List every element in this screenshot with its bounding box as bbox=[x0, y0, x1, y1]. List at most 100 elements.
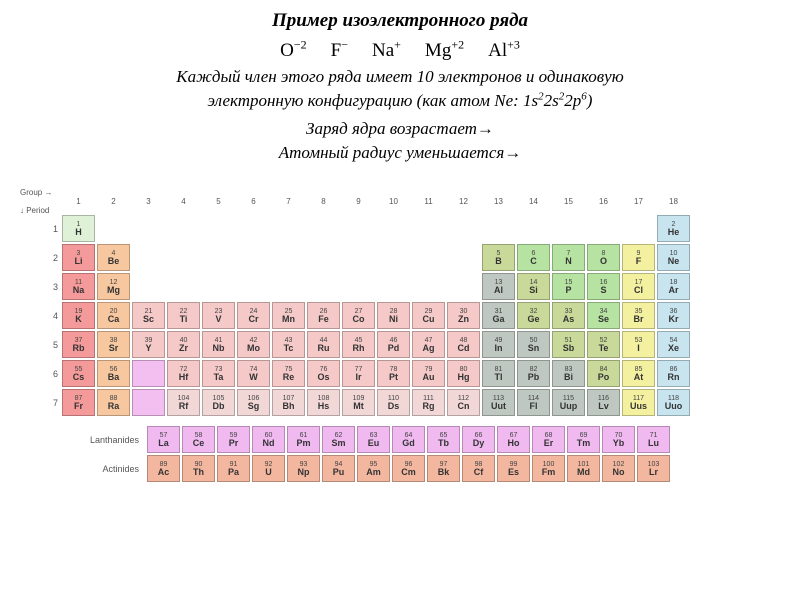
element-cell: 96Cm bbox=[392, 455, 425, 482]
group-number: 2 bbox=[97, 197, 130, 206]
period-number: 5 bbox=[20, 340, 62, 350]
period-row: 787Fr88Ra104Rf105Db106Sg107Bh108Hs109Mt1… bbox=[20, 389, 780, 416]
element-cell: 2He bbox=[657, 215, 690, 242]
period-row: 11H2He bbox=[20, 215, 780, 242]
period-row: 419K20Ca21Sc22Ti23V24Cr25Mn26Fe27Co28Ni2… bbox=[20, 302, 780, 329]
element-cell: 28Ni bbox=[377, 302, 410, 329]
element-cell: 47Ag bbox=[412, 331, 445, 358]
element-cell: 113Uut bbox=[482, 389, 515, 416]
element-cell: 21Sc bbox=[132, 302, 165, 329]
element-cell: 39Y bbox=[132, 331, 165, 358]
group-number: 1 bbox=[62, 197, 95, 206]
element-cell: 37Rb bbox=[62, 331, 95, 358]
element-cell: 87Fr bbox=[62, 389, 95, 416]
group-numbers: 123456789101112131415161718 bbox=[62, 197, 780, 206]
element-cell: 35Br bbox=[622, 302, 655, 329]
element-cell: 86Rn bbox=[657, 360, 690, 387]
element-cell: 22Ti bbox=[167, 302, 200, 329]
element-cell: 26Fe bbox=[307, 302, 340, 329]
element-cell: 46Pd bbox=[377, 331, 410, 358]
element-cell: 7N bbox=[552, 244, 585, 271]
element-cell: 68Er bbox=[532, 426, 565, 453]
element-cell: 110Ds bbox=[377, 389, 410, 416]
element-cell: 79Au bbox=[412, 360, 445, 387]
element-cell: 59Pr bbox=[217, 426, 250, 453]
actinides-label: Actinides bbox=[20, 464, 147, 474]
element-cell: 108Hs bbox=[307, 389, 340, 416]
element-cell: 61Pm bbox=[287, 426, 320, 453]
period-row: 537Rb38Sr39Y40Zr41Nb42Mo43Tc44Ru45Rh46Pd… bbox=[20, 331, 780, 358]
periodic-table: Group → 123456789101112131415161718 ↓ Pe… bbox=[20, 188, 780, 482]
group-number: 9 bbox=[342, 197, 375, 206]
element-cell: 54Xe bbox=[657, 331, 690, 358]
element-cell: 50Sn bbox=[517, 331, 550, 358]
period-number: 2 bbox=[20, 253, 62, 263]
element-cell: 76Os bbox=[307, 360, 340, 387]
element-cell: 92U bbox=[252, 455, 285, 482]
element-cell: 10Ne bbox=[657, 244, 690, 271]
element-cell: 1H bbox=[62, 215, 95, 242]
element-cell: 36Kr bbox=[657, 302, 690, 329]
element-cell: 23V bbox=[202, 302, 235, 329]
element-cell: 58Ce bbox=[182, 426, 215, 453]
element-cell: 97Bk bbox=[427, 455, 460, 482]
element-cell: 67Ho bbox=[497, 426, 530, 453]
element-cell: 69Tm bbox=[567, 426, 600, 453]
element-cell: 42Mo bbox=[237, 331, 270, 358]
element-cell: 5B bbox=[482, 244, 515, 271]
ion: O−2 bbox=[280, 40, 307, 61]
element-cell: 51Sb bbox=[552, 331, 585, 358]
element-cell: 15P bbox=[552, 273, 585, 300]
element-cell: 112Cn bbox=[447, 389, 480, 416]
element-cell: 78Pt bbox=[377, 360, 410, 387]
element-cell: 20Ca bbox=[97, 302, 130, 329]
group-number: 8 bbox=[307, 197, 340, 206]
period-row: 311Na12Mg13Al14Si15P16S17Cl18Ar bbox=[20, 273, 780, 300]
element-cell: 41Nb bbox=[202, 331, 235, 358]
element-cell: 106Sg bbox=[237, 389, 270, 416]
element-cell: 102No bbox=[602, 455, 635, 482]
lanthanides-row: Lanthanides 57La58Ce59Pr60Nd61Pm62Sm63Eu… bbox=[20, 426, 780, 453]
group-number: 4 bbox=[167, 197, 200, 206]
element-cell: 38Sr bbox=[97, 331, 130, 358]
actinides-row: Actinides 89Ac90Th91Pa92U93Np94Pu95Am96C… bbox=[20, 455, 780, 482]
element-cell: 18Ar bbox=[657, 273, 690, 300]
axis-group-label: Group → bbox=[20, 188, 62, 197]
lanthanides-cells: 57La58Ce59Pr60Nd61Pm62Sm63Eu64Gd65Tb66Dy… bbox=[147, 426, 672, 453]
element-cell: 71Lu bbox=[637, 426, 670, 453]
radius-arrow: Атомный радиус уменьшается→ bbox=[20, 141, 780, 165]
element-cell: 111Rg bbox=[412, 389, 445, 416]
element-cell: 75Re bbox=[272, 360, 305, 387]
element-cell: 49In bbox=[482, 331, 515, 358]
f-block: Lanthanides 57La58Ce59Pr60Nd61Pm62Sm63Eu… bbox=[20, 426, 780, 482]
periodic-table-body: 11H2He23Li4Be5B6C7N8O9F10Ne311Na12Mg13Al… bbox=[20, 215, 780, 416]
element-cell: 118Uuo bbox=[657, 389, 690, 416]
group-number: 16 bbox=[587, 197, 620, 206]
group-number: 7 bbox=[272, 197, 305, 206]
element-cell: 8O bbox=[587, 244, 620, 271]
group-number: 3 bbox=[132, 197, 165, 206]
element-cell: 12Mg bbox=[97, 273, 130, 300]
element-cell: 13Al bbox=[482, 273, 515, 300]
element-cell: 89Ac bbox=[147, 455, 180, 482]
lanthanides-label: Lanthanides bbox=[20, 435, 147, 445]
desc-line2: электронную конфигурацию (как атом Ne: 1… bbox=[208, 91, 593, 110]
element-cell: 40Zr bbox=[167, 331, 200, 358]
element-cell bbox=[132, 360, 165, 387]
group-number: 14 bbox=[517, 197, 550, 206]
period-number: 6 bbox=[20, 369, 62, 379]
description: Каждый член этого ряда имеет 10 электрон… bbox=[20, 66, 780, 113]
element-cell: 64Gd bbox=[392, 426, 425, 453]
axis-period-label: ↓ Period bbox=[20, 206, 62, 215]
group-number: 12 bbox=[447, 197, 480, 206]
element-cell: 14Si bbox=[517, 273, 550, 300]
ion: Na+ bbox=[372, 40, 401, 61]
element-cell: 52Te bbox=[587, 331, 620, 358]
element-cell: 56Ba bbox=[97, 360, 130, 387]
element-cell: 65Tb bbox=[427, 426, 460, 453]
element-cell: 83Bi bbox=[552, 360, 585, 387]
element-cell: 33As bbox=[552, 302, 585, 329]
element-cell: 73Ta bbox=[202, 360, 235, 387]
ion-series: O−2F−Na+Mg+2Al+3 bbox=[20, 38, 780, 62]
element-cell: 115Uup bbox=[552, 389, 585, 416]
